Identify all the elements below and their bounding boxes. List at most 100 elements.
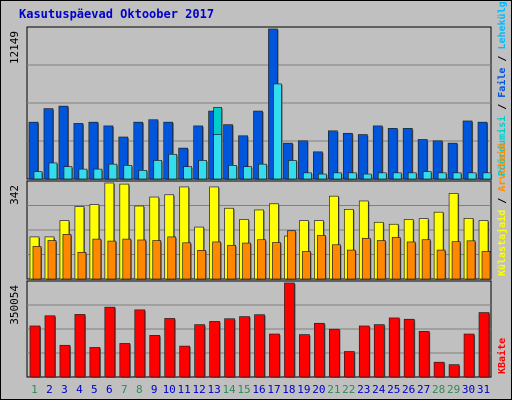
top-bar [357,134,368,180]
middle-bar [197,250,206,280]
middle-bar [391,237,401,280]
bottom-bar [329,328,340,378]
top-bar [198,160,207,180]
top-bar [253,110,263,180]
bottom-bar [149,335,161,378]
bottom-bar [418,330,430,378]
top-bar [258,163,267,180]
x-tick-label: 1 [31,383,38,396]
bottom-bar [224,318,235,378]
x-tick-label: 18 [282,383,295,396]
x-tick-label: 19 [297,383,310,396]
top-bar [28,121,39,180]
bottom-bar [343,351,355,378]
legend-separator: / [497,98,508,116]
top-bar [477,121,488,180]
top-bar [422,171,432,180]
x-tick-label: 28 [432,383,445,396]
top-bar [213,134,222,180]
top-legend: Pöördumisi / Faile / Lehekülgi [496,1,508,176]
x-tick-label: 16 [252,383,265,396]
top-bar [133,121,144,180]
x-tick-label: 6 [106,383,113,396]
top-ytick-label: 12149 [8,31,21,64]
top-bar [228,165,237,180]
bottom-bar [358,325,370,378]
bottom-bar [239,316,250,378]
bottom-bar [134,309,146,378]
middle-bar [481,251,491,280]
top-bar [33,171,43,180]
x-tick-label: 27 [417,383,430,396]
x-tick-label: 8 [136,383,143,396]
top-bar [313,151,323,180]
top-bar [298,140,308,180]
x-tick-label: 20 [312,383,325,396]
top-bar [273,83,282,180]
middle-bar [287,230,296,280]
x-tick-label: 11 [178,383,191,396]
legend-separator: / [497,192,508,210]
x-tick-label: 9 [151,383,158,396]
middle-bar [361,237,371,280]
middle-bar [137,239,147,280]
bottom-bar [104,306,116,378]
bottom-bar [164,318,176,378]
middle-bar [47,240,57,280]
bottom-bar [44,315,56,378]
top-bar [402,128,413,180]
middle-bar [152,240,162,280]
middle-bar [257,239,266,280]
bottom-bar [314,322,325,378]
top-bar [178,147,189,180]
middle-bar [436,249,446,280]
x-tick-label: 4 [76,383,83,396]
top-bar [243,166,252,180]
top-bar [58,105,69,180]
middle-bar [272,242,281,280]
x-tick-label: 2 [46,383,53,396]
top-bar [123,165,133,180]
legend-entry: Arvuteid [496,144,508,192]
middle-bar [182,242,192,280]
top-bar [452,172,462,180]
middle-bar [92,238,102,280]
top-bar [362,173,372,180]
top-bar [118,136,129,180]
middle-bar [451,241,461,280]
bottom-bar [284,282,295,378]
top-bar [333,172,342,180]
top-bar [238,135,248,180]
x-tick-label: 22 [342,383,355,396]
top-bar [63,166,73,180]
top-bar [103,125,114,180]
top-bar [223,124,233,180]
middle-bar [421,239,431,280]
middle-bar [317,235,326,280]
x-tick-label: 25 [387,383,400,396]
top-bar [43,108,54,180]
top-bar [108,163,118,180]
middle-bar [242,242,251,280]
x-tick-label: 31 [477,383,490,396]
middle-bar [62,234,72,280]
top-bar [48,162,58,180]
middle-bar [167,236,177,280]
top-bar [407,172,417,180]
bottom-bar [209,321,220,378]
bottom-bar [269,333,280,378]
bottom-bar [74,314,86,378]
bottom-bar [388,317,400,378]
chart-title: Kasutuspäevad Oktoober 2017 [19,7,215,21]
top-bar [432,140,443,180]
x-tick-label: 30 [462,383,475,396]
legend-entry: Faile [496,68,508,98]
top-bar [303,172,312,180]
x-tick-label: 3 [61,383,68,396]
top-bar [392,172,402,180]
middle-bar [77,251,87,280]
top-bar [163,121,174,180]
top-bar [88,121,99,180]
